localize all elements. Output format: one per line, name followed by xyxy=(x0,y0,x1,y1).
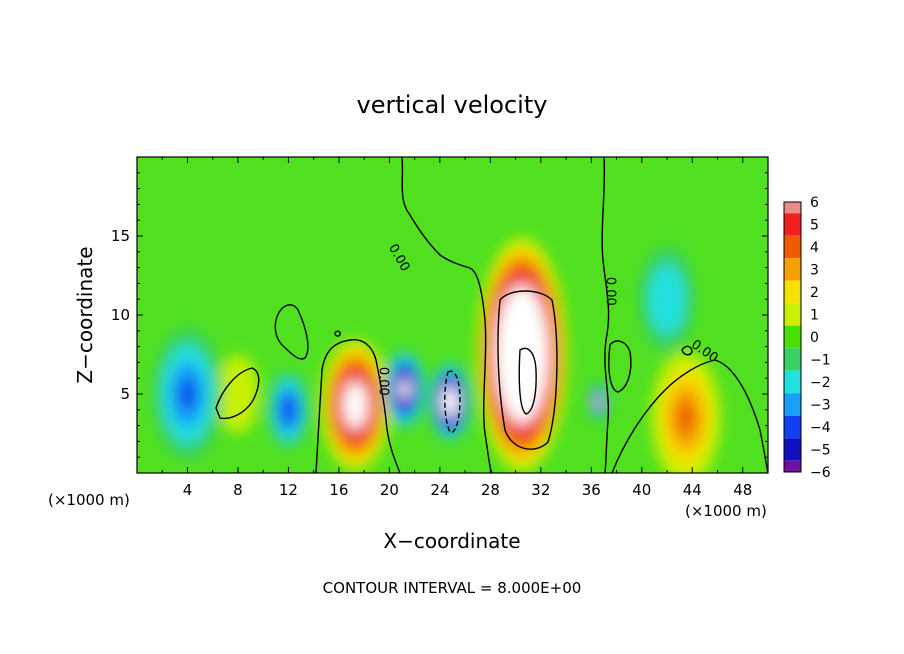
contour-line xyxy=(611,359,768,473)
x-tick-label: 32 xyxy=(531,481,550,499)
colorbar-label: 6 xyxy=(810,195,819,211)
colorbar-swatch xyxy=(784,460,801,472)
x-axis: 4 8 12 16 20 24 28 32 36 40 44 48 xyxy=(161,157,752,499)
x-tick-label: 16 xyxy=(329,481,348,499)
x-tick-label: 28 xyxy=(481,481,500,499)
contour-line xyxy=(315,338,401,473)
colorbar-swatch xyxy=(784,303,801,326)
x-tick-label: 4 xyxy=(183,481,193,499)
x-tick-label: 8 xyxy=(233,481,243,499)
colorbar-swatch xyxy=(784,202,801,214)
colorbar-swatch xyxy=(784,280,801,304)
colorbar-label: 0 xyxy=(810,330,819,346)
colorbar-label: 4 xyxy=(810,240,819,256)
colorbar-label: −2 xyxy=(810,375,831,391)
x-unit-right: (×1000 m) xyxy=(685,502,767,520)
field-level xyxy=(217,354,259,434)
colorbar-swatch xyxy=(784,258,801,281)
colorbar-swatch xyxy=(784,348,801,371)
contour-line xyxy=(274,304,309,360)
contour-interval-note: CONTOUR INTERVAL = 8.000E+00 xyxy=(323,579,582,597)
contour-line xyxy=(497,290,558,450)
field-level xyxy=(657,281,677,317)
y-tick-label: 5 xyxy=(120,385,130,403)
colorbar-swatch xyxy=(784,213,801,236)
x-unit-left: (×1000 m) xyxy=(48,491,130,509)
colorbar-frame xyxy=(783,201,802,473)
zero-contours xyxy=(215,157,768,473)
x-tick-label: 20 xyxy=(380,481,399,499)
x-tick-label: 36 xyxy=(582,481,601,499)
colorbar: 6 5 4 3 2 1 0 −1 −2 −3 −4 −5 −6 xyxy=(783,195,831,481)
contour-line xyxy=(215,367,260,420)
x-tick-label: 44 xyxy=(683,481,702,499)
field-level xyxy=(351,397,360,413)
colorbar-label: 2 xyxy=(810,285,819,301)
x-tick-label: 24 xyxy=(430,481,449,499)
colorbar-swatch xyxy=(784,438,801,461)
colorbar-swatch xyxy=(784,235,801,259)
contour-line xyxy=(401,157,493,473)
field-level xyxy=(597,399,600,404)
x-tick-label: 40 xyxy=(632,481,651,499)
contour-line xyxy=(608,340,632,393)
colorbar-label: 1 xyxy=(810,308,819,324)
contour-label: 0.00 xyxy=(602,277,617,306)
y-tick-label: 10 xyxy=(111,306,130,324)
colorbar-label: −6 xyxy=(810,465,831,481)
contour-line xyxy=(334,330,341,337)
colorbar-label: 3 xyxy=(810,263,819,279)
contour-line xyxy=(681,345,693,356)
colorbar-label: −5 xyxy=(810,443,831,459)
contour-line xyxy=(444,370,461,434)
colorbar-label: −3 xyxy=(810,398,831,414)
field-level xyxy=(677,401,695,435)
x-tick-label: 48 xyxy=(733,481,752,499)
x-axis-label: X−coordinate xyxy=(383,529,520,553)
colorbar-label: −4 xyxy=(810,420,831,436)
x-tick-label: 12 xyxy=(279,481,298,499)
field-level xyxy=(401,384,408,395)
y-axis-label: Z−coordinate xyxy=(73,246,97,383)
colorbar-swatch xyxy=(784,325,801,349)
contour-label: 0.00 xyxy=(375,367,390,396)
colorbar-label: −1 xyxy=(810,353,831,369)
field-level xyxy=(447,397,453,406)
colorbar-swatch xyxy=(784,370,801,394)
colorbar-swatch xyxy=(784,415,801,439)
y-axis: 5 10 15 xyxy=(111,172,768,458)
contour-line xyxy=(518,347,537,415)
colorbar-swatch xyxy=(784,393,801,416)
velocity-features xyxy=(152,237,721,473)
y-tick-label: 15 xyxy=(111,227,130,245)
contour-line xyxy=(601,157,610,473)
chart-title: vertical velocity xyxy=(357,91,548,119)
field-level xyxy=(284,401,293,418)
field-level xyxy=(178,377,197,411)
colorbar-label: 5 xyxy=(810,218,819,234)
